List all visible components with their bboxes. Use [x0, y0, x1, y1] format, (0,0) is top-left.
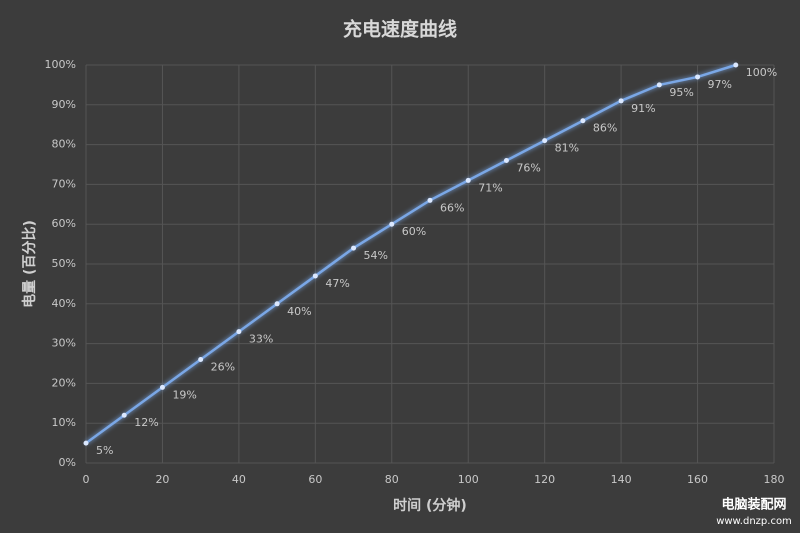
data-label: 54%	[364, 249, 388, 262]
chart-title: 充电速度曲线	[343, 18, 457, 41]
x-tick-label: 80	[385, 473, 399, 486]
y-tick-label: 30%	[52, 337, 76, 350]
x-tick-label: 120	[534, 473, 555, 486]
x-tick-label: 0	[83, 473, 90, 486]
data-label: 47%	[325, 277, 349, 290]
data-label: 60%	[402, 225, 426, 238]
data-point	[83, 440, 89, 446]
x-tick-label: 100	[458, 473, 479, 486]
x-tick-label: 40	[232, 473, 246, 486]
y-tick-label: 70%	[52, 177, 76, 190]
data-point	[465, 177, 471, 183]
x-tick-label: 20	[155, 473, 169, 486]
data-label: 40%	[287, 305, 311, 318]
series-line	[85, 63, 737, 445]
y-tick-label: 50%	[52, 257, 76, 270]
y-tick-label: 10%	[52, 416, 76, 429]
x-tick-label: 160	[687, 473, 708, 486]
data-label: 71%	[478, 181, 502, 194]
y-tick-label: 0%	[59, 456, 76, 469]
data-point	[159, 384, 165, 390]
plot-area: 0% 10% 20% 30% 40% 50% 60% 70% 80% 90% 100% 0 20 40 60…	[45, 58, 785, 486]
data-point	[503, 158, 509, 164]
data-label: 81%	[555, 142, 579, 155]
y-tick-label: 100%	[45, 58, 76, 71]
y-tick-label: 60%	[52, 217, 76, 230]
x-tick-label: 140	[611, 473, 632, 486]
data-point	[236, 329, 242, 335]
data-point	[580, 118, 586, 124]
data-label: 76%	[516, 162, 540, 175]
data-point	[198, 357, 204, 363]
x-axis-label: 时间 (分钟)	[393, 497, 467, 514]
x-tick-label: 60	[308, 473, 322, 486]
y-axis-label: 电量 (百分比)	[21, 220, 38, 308]
y-tick-label: 80%	[52, 138, 76, 151]
watermark-url: www.dnzp.com	[716, 516, 792, 527]
y-tick-label: 40%	[52, 297, 76, 310]
data-point	[274, 301, 280, 307]
data-point	[656, 82, 662, 88]
data-label: 5%	[96, 444, 113, 457]
data-point	[389, 221, 395, 227]
y-tick-label: 90%	[52, 98, 76, 111]
watermark-name: 电脑装配网	[721, 497, 786, 513]
data-point	[542, 138, 548, 144]
data-label: 91%	[631, 102, 655, 115]
data-point	[121, 412, 127, 418]
data-point	[695, 74, 701, 80]
y-tick-label: 20%	[52, 376, 76, 389]
data-point	[733, 62, 739, 68]
data-point	[618, 98, 624, 104]
data-point	[427, 197, 433, 203]
data-label: 86%	[593, 122, 617, 135]
data-label: 26%	[211, 361, 235, 374]
data-label: 12%	[134, 416, 158, 429]
data-label: 95%	[669, 86, 693, 99]
x-tick-label: 180	[764, 473, 785, 486]
data-label: 66%	[440, 201, 464, 214]
data-point	[351, 245, 357, 251]
data-label: 33%	[249, 333, 273, 346]
data-label: 100%	[746, 66, 777, 79]
data-label: 97%	[708, 78, 732, 91]
data-point	[312, 273, 318, 279]
data-label: 19%	[172, 388, 196, 401]
